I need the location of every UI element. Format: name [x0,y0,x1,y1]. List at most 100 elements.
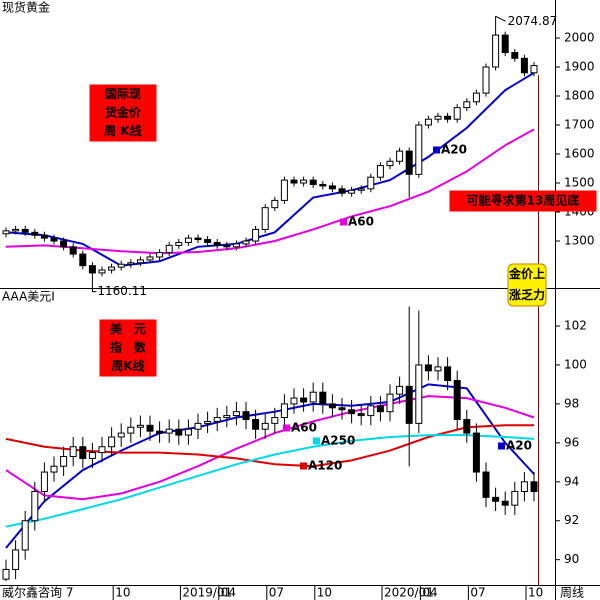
candle-body [117,432,125,438]
legend-swatch [300,462,307,470]
candle-body [434,366,442,372]
candle-body [530,65,538,74]
candle-body [156,252,164,258]
candle-body [213,241,221,246]
candle-body [127,426,135,434]
candle-body [184,428,192,436]
candle-body [424,118,432,126]
candle-body [98,269,106,274]
candle-body [146,424,154,432]
high-label: 2074.87 [508,14,558,28]
candle-body [472,92,480,103]
annotation-text: 国际现 [105,87,141,101]
y-tick-label: 96 [564,435,579,449]
panel-title: AAA美元I [2,290,55,304]
candle-body [386,160,394,167]
candle-body [184,237,192,243]
annotation-text: 指 数 [110,340,147,355]
candle-body [165,244,173,254]
y-tick-label: 1500 [564,176,595,190]
candle-body [194,422,202,430]
y-tick-label: 1900 [564,59,595,73]
candle-body [31,231,39,236]
y-tick-label: 1800 [564,89,595,103]
candle-body [300,179,308,184]
candle-body [252,228,260,242]
candle-body [69,446,77,457]
candle-body [492,496,500,502]
candle-body [415,124,423,175]
moving-average-line [5,424,534,468]
x-tick-label: 07 [269,586,284,600]
candle-body [348,189,356,194]
candle-body [232,411,240,417]
candle-body [50,465,58,473]
legend-swatch [433,146,440,154]
y-tick-label: 1700 [564,118,595,132]
legend-swatch [340,218,347,226]
candle-body [280,179,288,201]
low-label: 1160.11 [97,284,147,298]
candle-body [98,446,106,454]
candle-body [300,397,308,403]
candle-body [444,115,452,120]
candle-body [165,428,173,434]
candle-body [271,199,279,209]
candle-body [223,244,231,248]
moving-average-line [5,128,535,255]
candle-body [357,413,365,417]
candle-body [40,234,48,239]
y-tick-label: 90 [564,552,579,566]
candle-body [60,240,68,248]
candle-body [146,256,154,261]
candle-body [12,549,20,570]
candle-body [405,150,413,175]
candle-body [261,207,269,230]
legend-label: A20 [506,439,532,453]
candle-body [367,405,375,417]
panel-title: 现货黄金 [2,0,50,15]
candle-body [88,452,96,459]
y-tick-label: 1600 [564,147,595,161]
annotation-box [507,263,547,307]
y-tick-label: 2000 [564,30,595,44]
candle-body [261,422,269,430]
annotation-box [99,319,157,377]
candle-body [2,568,10,580]
candle-body [482,66,490,94]
candle-body [348,409,356,415]
source: 威尔鑫咨询 7 [2,585,73,600]
candle-body [290,397,298,405]
candle-body [309,179,317,185]
candle-body [252,418,260,430]
candle-body [520,481,528,493]
candle-body [232,243,240,248]
annotation-text: 美 元 [110,321,146,336]
x-tick-label: 2020/01 [384,586,434,600]
candle-body [405,385,413,424]
candle-body [376,165,384,178]
legend-label: A120 [308,459,342,473]
candle-body [511,491,519,506]
candle-body [453,380,461,420]
legend-label: A60 [291,421,317,435]
candle-body [338,188,346,194]
annotation-box [89,84,157,142]
candle-body [79,253,87,267]
candle-body [319,391,327,405]
x-tick-label: 2019/01 [182,586,232,600]
annotation-text: 货金价 [105,105,142,120]
candle-body [223,415,231,419]
candle-body [444,366,452,382]
candle-body [204,239,212,243]
moving-average-line [5,71,535,267]
extreme-pointer [495,15,506,22]
annotation-text: 金价上 [508,266,545,281]
candle-body [108,436,116,448]
legend-label: A20 [441,143,467,157]
candle-body [472,432,480,473]
candle-body [482,471,490,498]
annotation-text: 周K线 [111,358,144,373]
candle-body [12,228,20,232]
